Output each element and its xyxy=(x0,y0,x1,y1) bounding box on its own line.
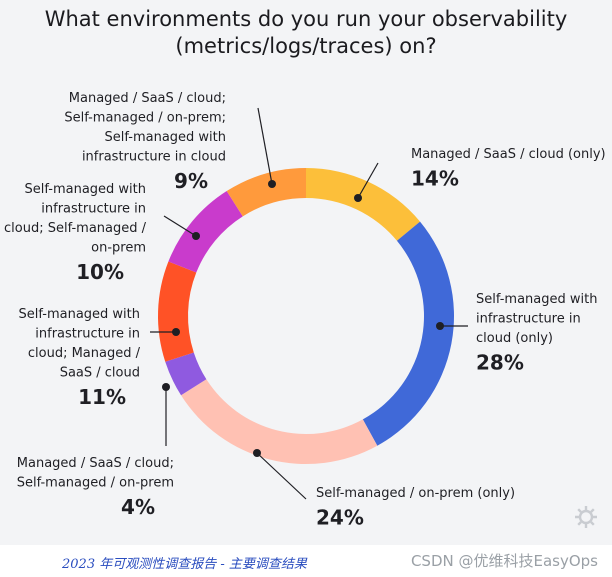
footer: 2023 年可观测性调查报告 - 主要调查结果 CSDN @优维科技EasyOp… xyxy=(0,545,612,577)
donut-slice xyxy=(168,191,243,273)
chart-title: What environments do you run your observ… xyxy=(0,6,612,60)
leader-line xyxy=(163,215,197,237)
leader-dot xyxy=(162,383,170,391)
leader-dot xyxy=(436,322,444,330)
slice-label: infrastructure in xyxy=(35,327,140,342)
slice-label: SaaS / cloud xyxy=(60,366,140,381)
slice-label: Self-managed / on-prem xyxy=(17,476,174,491)
donut-slice xyxy=(181,379,378,464)
slice-label: Self-managed / on-prem (only) xyxy=(316,486,515,501)
leader-dot xyxy=(172,328,180,336)
leader-line xyxy=(256,452,307,500)
leader-dot xyxy=(268,180,276,188)
slice-label: infrastructure in xyxy=(476,312,581,327)
slice-label: infrastructure in xyxy=(41,202,146,217)
slice-percent-label: 10% xyxy=(76,260,124,284)
slice-label: Self-managed with xyxy=(25,182,146,197)
gear-logo-icon xyxy=(575,506,597,528)
slice-label: Managed / SaaS / cloud (only) xyxy=(411,147,606,162)
footnote: 2023 年可观测性调查报告 - 主要调查结果 xyxy=(62,557,307,572)
leader-dot xyxy=(253,449,261,457)
slice-label: Self-managed with xyxy=(105,130,226,145)
slice-label: Self-managed / on-prem; xyxy=(64,111,226,126)
slice-label: Managed / SaaS / cloud; xyxy=(17,456,174,471)
slice-percent-label: 28% xyxy=(476,351,524,375)
title-line-2: (metrics/logs/traces) on? xyxy=(175,34,437,58)
leader-line xyxy=(357,162,379,199)
donut-slice xyxy=(362,221,454,446)
slice-label: on-prem xyxy=(91,241,146,256)
leader-dot xyxy=(354,194,362,202)
slice-label: Managed / SaaS / cloud; xyxy=(69,91,226,106)
donut-slice xyxy=(226,168,306,217)
slice-label: cloud; Self-managed / xyxy=(4,221,147,236)
leader-dot xyxy=(192,232,200,240)
slice-label: Self-managed with xyxy=(19,307,140,322)
slice-percent-label: 4% xyxy=(121,495,155,519)
title-line-1: What environments do you run your observ… xyxy=(44,7,568,31)
donut-slice xyxy=(306,168,421,241)
donut-slice xyxy=(158,261,197,362)
watermark: CSDN @优维科技EasyOps xyxy=(410,552,598,570)
donut-chart: Managed / SaaS / cloud (only) 14% Self-man… xyxy=(4,91,606,530)
slice-label: cloud (only) xyxy=(476,331,553,346)
slice-label: infrastructure in cloud xyxy=(82,150,226,165)
donut-slice xyxy=(165,352,207,396)
slice-label: cloud; Managed / xyxy=(28,346,141,361)
slice-percent-label: 9% xyxy=(174,169,208,193)
slice-label: Self-managed with xyxy=(476,292,597,307)
slice-percent-label: 14% xyxy=(411,167,459,191)
slice-percent-label: 24% xyxy=(316,506,364,530)
leader-line xyxy=(257,107,273,185)
slice-percent-label: 11% xyxy=(78,385,126,409)
chart-area: What environments do you run your observ… xyxy=(0,0,612,545)
